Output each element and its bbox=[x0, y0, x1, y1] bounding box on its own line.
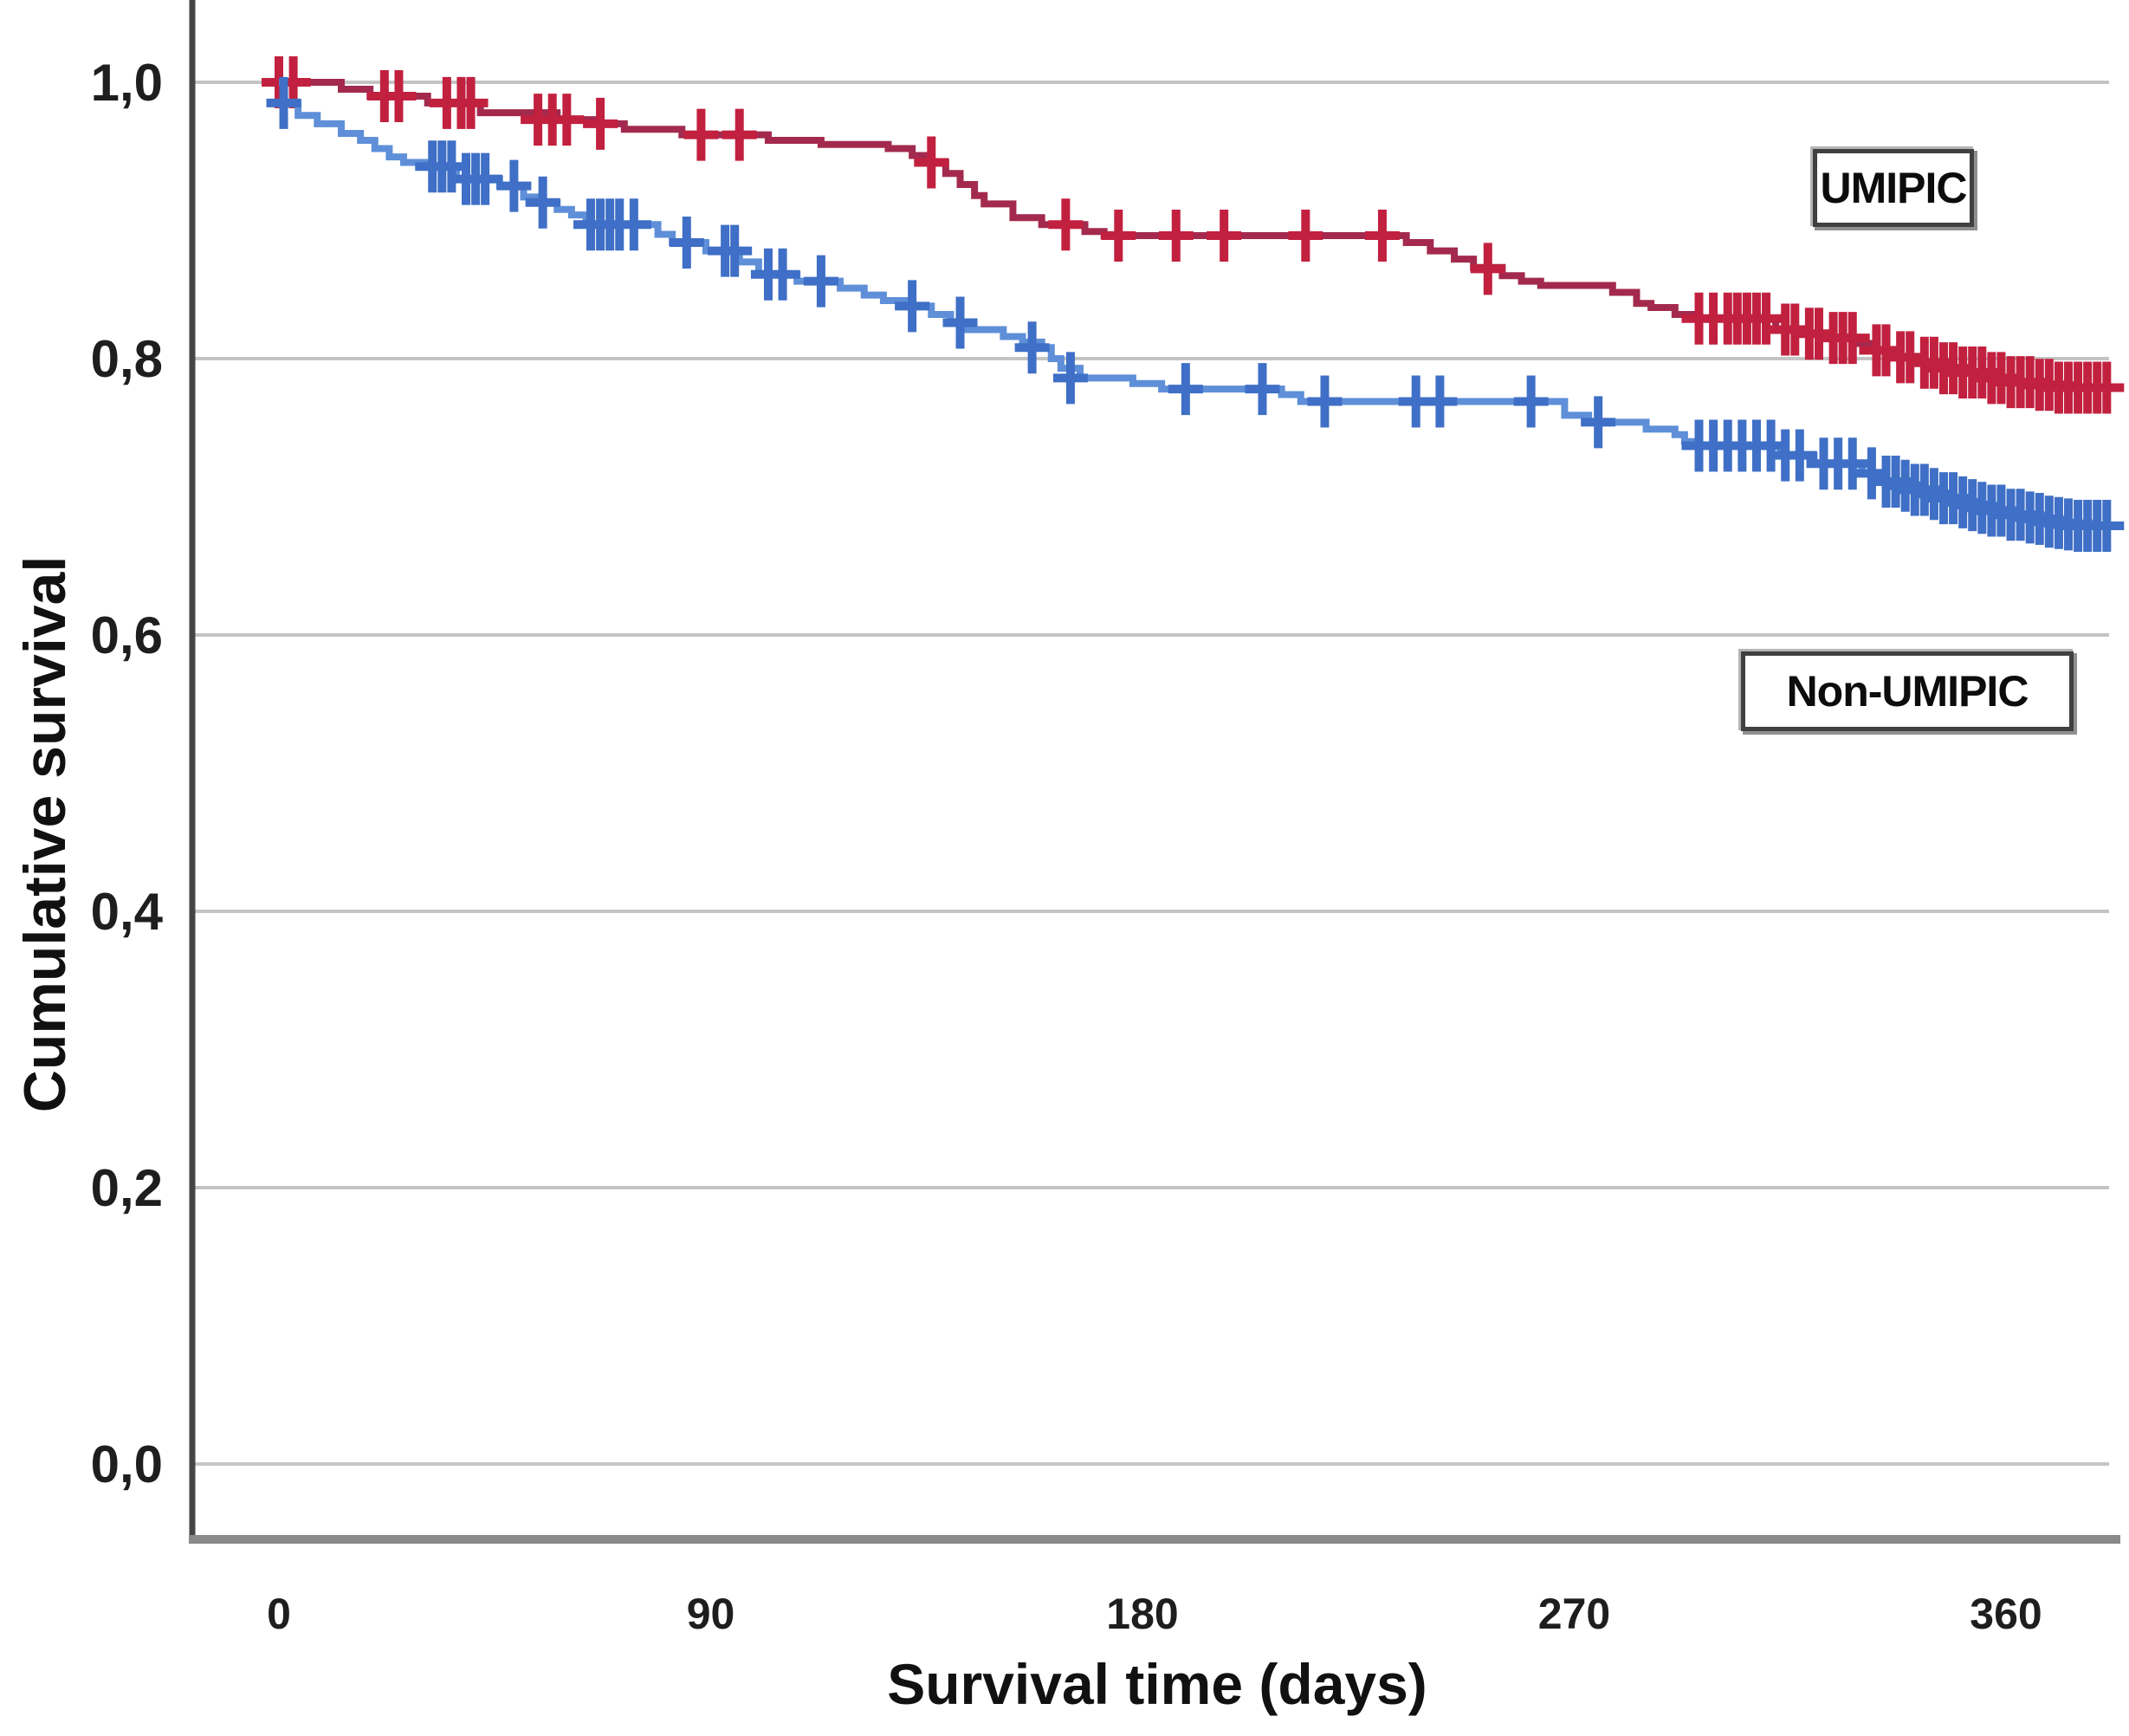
series-label-non-umipic: Non-UMIPIC bbox=[1741, 651, 2074, 731]
x-tick-label: 90 bbox=[687, 1590, 735, 1638]
x-axis-title: Survival time (days) bbox=[887, 1652, 1427, 1716]
y-tick-label: 0,6 bbox=[91, 606, 163, 664]
series-label-umipic: UMIPIC bbox=[1813, 149, 1974, 227]
x-tick-label: 360 bbox=[1970, 1590, 2042, 1638]
x-tick-label: 0 bbox=[267, 1590, 291, 1638]
x-tick-label: 270 bbox=[1538, 1590, 1610, 1638]
y-tick-label: 0,0 bbox=[91, 1435, 163, 1493]
y-tick-label: 0,2 bbox=[91, 1159, 163, 1217]
y-axis-title: Cumulative survival bbox=[12, 555, 78, 1113]
y-tick-label: 1,0 bbox=[91, 54, 163, 112]
y-tick-label: 0,8 bbox=[91, 330, 163, 388]
y-tick-label: 0,4 bbox=[91, 883, 164, 941]
x-tick-label: 180 bbox=[1106, 1590, 1178, 1638]
censor-marks-non-umipic bbox=[266, 76, 2125, 552]
